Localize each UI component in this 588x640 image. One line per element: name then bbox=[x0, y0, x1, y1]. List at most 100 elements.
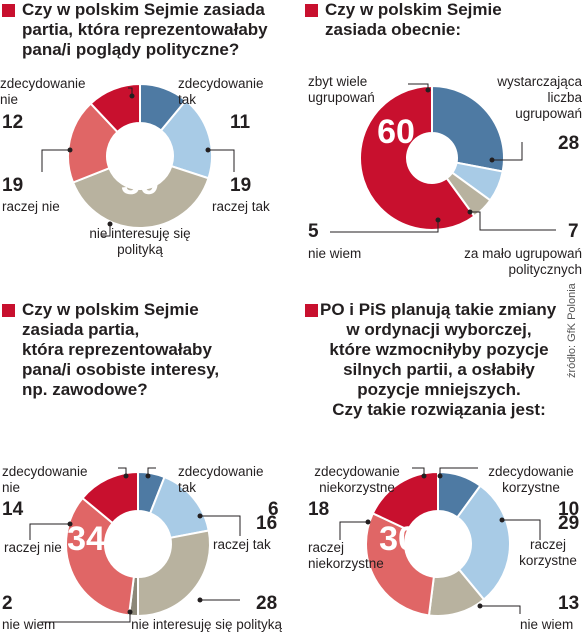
donut-slice bbox=[359, 84, 476, 231]
leader-dot bbox=[437, 473, 443, 479]
leader-dot bbox=[129, 93, 135, 99]
leader-line bbox=[492, 142, 523, 161]
slice-label-line: raczej tak bbox=[212, 199, 270, 214]
highlight-value: 60 bbox=[377, 113, 415, 151]
slice-label-line: niekorzystne bbox=[308, 556, 384, 571]
slice-label-line: nie bbox=[2, 480, 21, 495]
question-line: Czy w polskim Sejmie bbox=[325, 0, 502, 19]
leader-line bbox=[208, 149, 235, 172]
question-line: Czy w polskim Sejmie bbox=[22, 300, 199, 319]
slice-label-line: zdecydowanie bbox=[178, 464, 264, 479]
slice-value: 2 bbox=[2, 593, 13, 614]
highlight-value: 34 bbox=[67, 520, 105, 558]
red-square-marker bbox=[2, 4, 15, 17]
slice-value: 18 bbox=[308, 499, 330, 520]
slice-label-line: korzystne bbox=[519, 553, 577, 568]
leader-dot bbox=[107, 221, 113, 227]
donut-slice bbox=[89, 82, 141, 134]
slice-label-line: tak bbox=[178, 480, 197, 495]
leader-line bbox=[147, 467, 156, 476]
donut-slice bbox=[65, 496, 135, 617]
leader-dot bbox=[123, 473, 129, 479]
chart-4-question: PO i PiS planują takie zmiany w ordynacj… bbox=[320, 300, 558, 420]
leader-line bbox=[502, 519, 541, 540]
leader-line bbox=[439, 467, 478, 476]
slice-label: wystarczająca liczba ugrupowań bbox=[470, 74, 582, 122]
slice-label-line: zdecydowanie bbox=[488, 464, 574, 479]
leader-dot bbox=[499, 517, 505, 523]
slice-label-line: raczej bbox=[308, 540, 345, 555]
highlight-value: 39 bbox=[121, 164, 159, 202]
slice-label-line: nie bbox=[0, 92, 19, 107]
leader-dot bbox=[467, 209, 473, 215]
slice-label-line: polityką bbox=[117, 242, 163, 257]
question-line: pana/i poglądy polityczne? bbox=[22, 40, 240, 59]
question-line: PO i PiS planują takie zmiany bbox=[320, 300, 557, 319]
slice-label-line: ugrupowań bbox=[515, 106, 582, 121]
leader-line bbox=[118, 467, 127, 476]
slice-label-line: korzystne bbox=[502, 480, 560, 495]
leader-dot bbox=[197, 597, 203, 603]
question-line: zasiada partia, bbox=[22, 320, 140, 339]
leader-line bbox=[200, 515, 241, 536]
leader-dot bbox=[67, 147, 73, 153]
chart-1-question: Czy w polskim Sejmie zasiada partia, któ… bbox=[22, 0, 268, 60]
slice-label-line: tak bbox=[178, 92, 197, 107]
slice-label-line: raczej nie bbox=[2, 199, 60, 214]
slice-label-line: nie wiem bbox=[2, 617, 56, 632]
slice-value: 11 bbox=[230, 112, 251, 133]
slice-value: 6 bbox=[268, 499, 279, 520]
slice-label: zdecydowanie niekorzystne bbox=[304, 464, 410, 496]
slice-label-line: za mało ugrupowań bbox=[464, 246, 582, 261]
slice-label: nie interesuję się polityką bbox=[90, 617, 282, 633]
question-line: w ordynacji wyborczej, bbox=[346, 320, 532, 339]
slice-value: 19 bbox=[230, 175, 252, 196]
leader-line bbox=[480, 605, 521, 614]
slice-value: 10 bbox=[558, 499, 580, 520]
slice-label: raczej nie bbox=[2, 199, 60, 215]
slice-value: 14 bbox=[2, 499, 24, 520]
question-line: Czy takie rozwiązania jest: bbox=[332, 400, 546, 419]
leader-dot bbox=[67, 521, 73, 527]
leader-dot bbox=[197, 513, 203, 519]
donut-slice bbox=[137, 529, 211, 618]
leader-line bbox=[29, 523, 70, 540]
question-line: Czy w polskim Sejmie zasiada bbox=[22, 0, 265, 19]
slice-label: zdecydowanie korzystne bbox=[478, 464, 584, 496]
slice-label-line: zdecydowanie bbox=[178, 76, 264, 91]
slice-label-line: zbyt wiele bbox=[308, 74, 368, 89]
slice-label-line: zdecydowanie bbox=[314, 464, 400, 479]
slice-label-line: wystarczająca bbox=[497, 74, 582, 89]
slice-label-line: nie interesuję się polityką bbox=[131, 617, 282, 632]
leader-dot bbox=[205, 147, 211, 153]
slice-value: 7 bbox=[568, 221, 579, 242]
leader-dot bbox=[365, 519, 371, 525]
question-line: np. zawodowe? bbox=[22, 380, 148, 399]
question-line: zasiada obecnie: bbox=[325, 20, 462, 39]
slice-value: 19 bbox=[2, 175, 24, 196]
slice-label: raczej korzystne bbox=[508, 537, 588, 569]
slice-value: 16 bbox=[256, 513, 278, 534]
leader-dot bbox=[127, 609, 133, 615]
slice-label-line: nie interesuję się bbox=[89, 226, 191, 241]
leader-dot bbox=[421, 473, 427, 479]
slice-value: 5 bbox=[308, 221, 319, 242]
red-square-marker bbox=[305, 4, 318, 17]
slice-label: nie wiem bbox=[308, 246, 361, 262]
slice-label: raczej nie bbox=[4, 540, 62, 556]
slice-label: raczej tak bbox=[213, 537, 271, 553]
leader-dot bbox=[435, 217, 441, 223]
question-line: która reprezentowałaby bbox=[22, 340, 212, 359]
leader-line bbox=[128, 87, 133, 96]
slice-label-line: raczej nie bbox=[4, 540, 62, 555]
slice-label: nie wiem bbox=[520, 617, 573, 633]
slice-label: raczej tak bbox=[212, 199, 270, 215]
slice-label: nie interesuję się polityką bbox=[60, 226, 220, 258]
leader-line bbox=[470, 211, 556, 231]
slice-label: za mało ugrupowań politycznych bbox=[420, 246, 582, 278]
leader-line bbox=[40, 612, 131, 623]
donut-slice bbox=[81, 470, 139, 525]
leader-line bbox=[102, 224, 111, 237]
